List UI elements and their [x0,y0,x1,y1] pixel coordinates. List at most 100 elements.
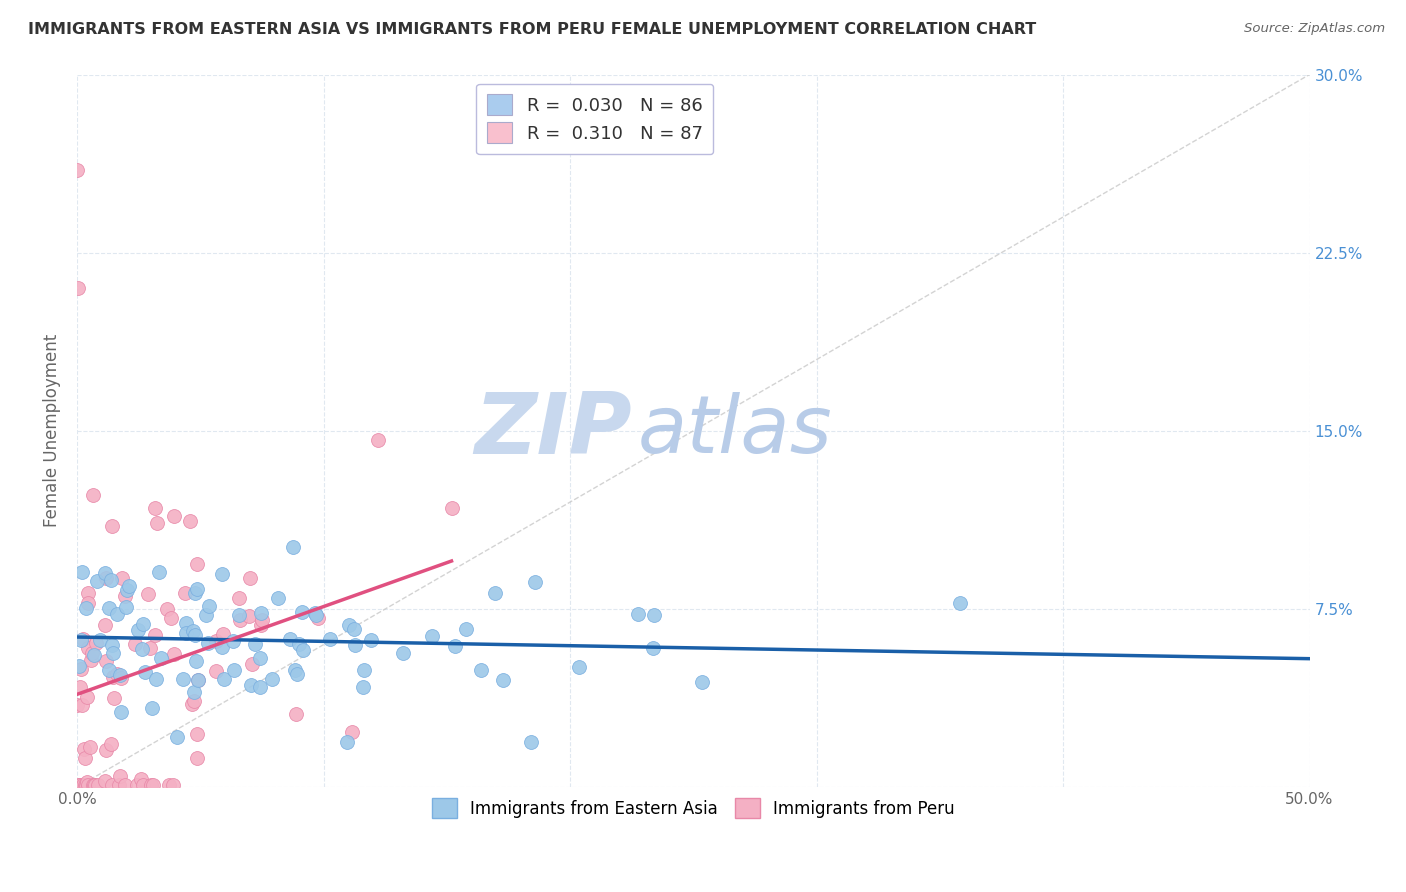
Point [76,690,98,705]
Point [143,627,166,641]
Point [101,778,124,792]
Point [949,596,972,610]
Point [195,607,218,622]
Point [163,508,186,523]
Point [484,586,506,600]
Point [108,778,131,792]
Point [523,574,546,589]
Text: ZIP: ZIP [474,389,631,473]
Point [117,583,139,598]
Point [183,685,205,699]
Point [111,571,134,585]
Point [353,663,375,677]
Point [163,647,186,661]
Point [440,501,463,516]
Point [172,672,194,686]
Point [336,734,359,748]
Point [82,487,104,501]
Point [100,573,122,587]
Point [285,667,308,681]
Text: IMMIGRANTS FROM EASTERN ASIA VS IMMIGRANTS FROM PERU FEMALE UNEMPLOYMENT CORRELA: IMMIGRANTS FROM EASTERN ASIA VS IMMIGRAN… [28,22,1036,37]
Point [118,580,141,594]
Point [344,638,367,652]
Point [304,606,326,620]
Point [156,601,179,615]
Point [73,751,96,765]
Point [174,626,197,640]
Point [76,778,98,792]
Point [184,627,207,641]
Point [69,662,91,676]
Point [343,622,366,636]
Point [229,613,252,627]
Text: atlas: atlas [638,392,832,470]
Point [239,571,262,585]
Point [83,778,105,792]
Point [105,607,128,621]
Point [627,607,650,621]
Point [183,694,205,708]
Point [70,565,93,579]
Point [127,778,149,792]
Point [76,586,98,600]
Point [103,670,125,684]
Point [94,654,117,668]
Point [79,739,101,754]
Point [94,566,117,580]
Point [250,606,273,620]
Legend: Immigrants from Eastern Asia, Immigrants from Peru: Immigrants from Eastern Asia, Immigrants… [425,791,962,825]
Point [205,664,228,678]
Point [67,778,90,792]
Point [187,673,209,687]
Point [291,605,314,619]
Point [186,654,208,668]
Point [141,778,163,792]
Point [174,616,197,631]
Point [212,672,235,686]
Point [66,162,89,177]
Point [243,637,266,651]
Point [97,663,120,677]
Point [98,601,121,615]
Point [186,750,208,764]
Point [75,778,97,792]
Point [127,623,149,637]
Point [94,774,117,789]
Point [179,514,201,528]
Point [69,778,91,792]
Point [205,634,228,648]
Point [308,611,330,625]
Point [267,591,290,606]
Point [284,664,307,678]
Point [114,778,136,792]
Point [94,618,117,632]
Point [83,778,105,792]
Point [184,586,207,600]
Point [420,630,443,644]
Point [131,778,153,792]
Point [84,636,107,650]
Point [238,609,260,624]
Point [132,617,155,632]
Point [145,516,167,531]
Point [139,640,162,655]
Point [157,778,180,792]
Point [181,624,204,638]
Point [100,738,122,752]
Point [319,632,342,646]
Point [260,672,283,686]
Point [141,701,163,715]
Point [72,632,94,647]
Point [222,663,245,677]
Point [75,778,97,792]
Point [103,691,125,706]
Point [110,671,132,685]
Point [211,640,233,655]
Point [87,778,110,792]
Point [288,637,311,651]
Point [73,741,96,756]
Point [456,623,478,637]
Point [643,607,665,622]
Point [76,775,98,789]
Point [173,585,195,599]
